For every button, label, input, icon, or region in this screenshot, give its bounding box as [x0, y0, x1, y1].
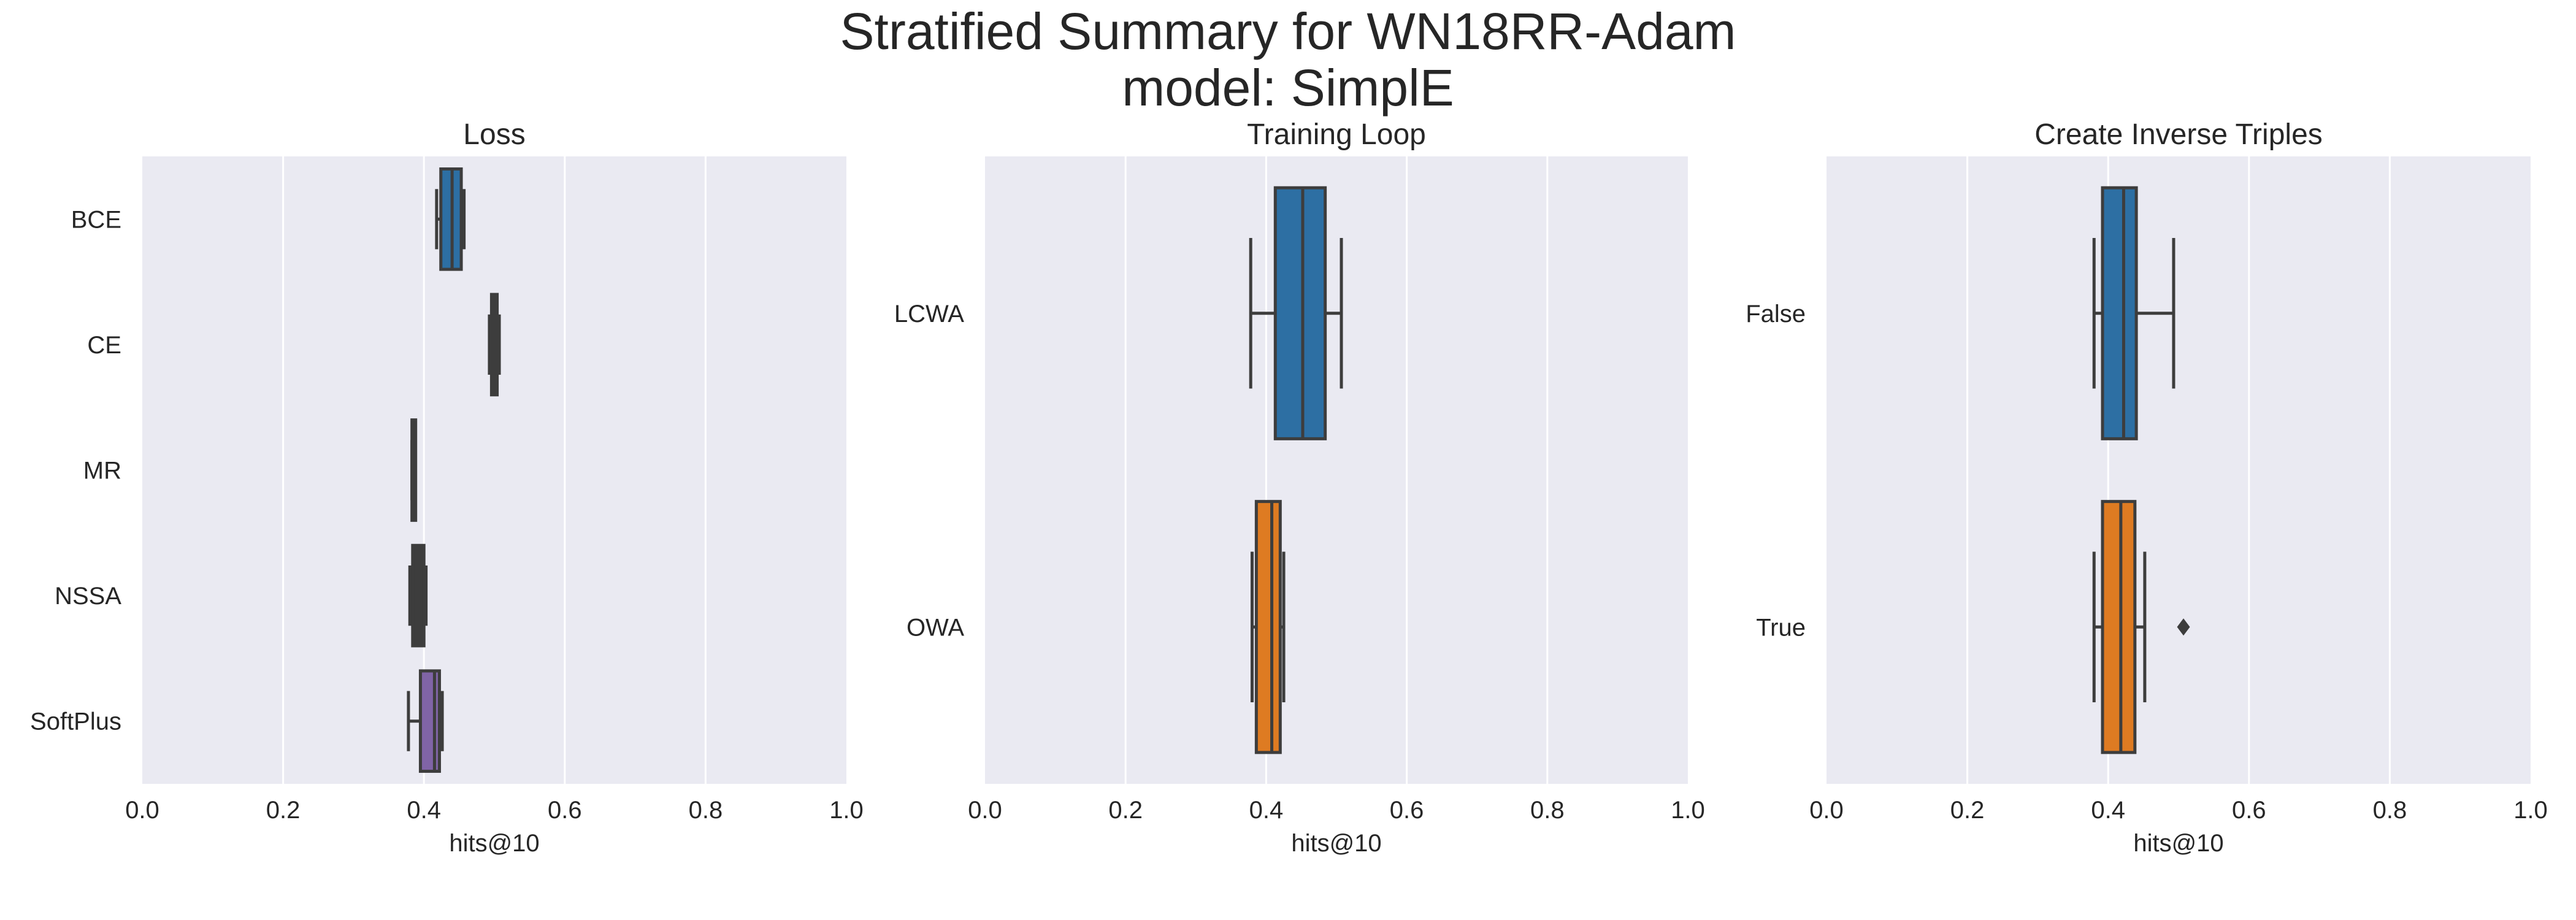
y-tick-label: False [1746, 301, 1806, 328]
x-tick-label: 1.0 [2513, 797, 2548, 824]
y-tick-label: True [1756, 614, 1806, 641]
box-body [418, 669, 441, 773]
outlier-point [2177, 618, 2190, 636]
box-SoftPlus: SoftPlus [30, 669, 444, 773]
y-tick-label: MR [83, 458, 121, 485]
subplot-3: 0.0 0.2 0.4 0.6 0.8 1.0 Create Inverse Triples… [1746, 118, 2548, 857]
x-tick-label: 0.0 [968, 797, 1002, 824]
x-tick-label: 0.8 [1530, 797, 1565, 824]
subplot-title: Training Loop [1247, 118, 1426, 151]
subplot-title: Loss [463, 118, 525, 151]
x-tick-label: 0.8 [689, 797, 723, 824]
box-LCWA: LCWA [894, 186, 1343, 440]
box-CE: CE [87, 293, 501, 397]
plot-area [142, 156, 846, 784]
box-BCE: BCE [71, 167, 466, 271]
plot-area [1827, 156, 2531, 784]
x-tick-label: 0.6 [2232, 797, 2266, 824]
x-tick-label: 0.0 [125, 797, 159, 824]
x-tick-label: 0.2 [1108, 797, 1143, 824]
x-tick-label: 0.8 [2373, 797, 2407, 824]
box-OWA: OWA [907, 500, 1286, 754]
x-tick-label: 0.4 [1249, 797, 1284, 824]
figure-title-line-2: model: SimplE [1122, 59, 1454, 117]
x-axis-label: hits@10 [2133, 830, 2223, 857]
y-tick-label: OWA [907, 614, 964, 641]
subplot-panels: 0.0 0.2 0.4 0.6 0.8 1.0 Loss hits@10 BCE CE MR NSSA… [30, 118, 2548, 857]
y-tick-label: SoftPlus [30, 708, 121, 735]
box-body [2101, 186, 2138, 440]
subplot-1: 0.0 0.2 0.4 0.6 0.8 1.0 Loss hits@10 BCE CE MR NSSA… [30, 118, 864, 857]
x-tick-label: 0.6 [1390, 797, 1424, 824]
box-body [2101, 500, 2137, 754]
subplot-2: 0.0 0.2 0.4 0.6 0.8 1.0 Training Loop hits@10 LC… [894, 118, 1705, 857]
box-body [1273, 186, 1327, 440]
x-axis-label: hits@10 [449, 830, 539, 857]
box-MR: MR [83, 418, 418, 522]
x-tick-label: 0.4 [2091, 797, 2125, 824]
box-False: False [1746, 186, 2175, 440]
x-tick-label: 0.4 [407, 797, 441, 824]
plot-area [985, 156, 1688, 784]
y-tick-label: NSSA [55, 583, 121, 610]
y-tick-label: BCE [71, 206, 121, 233]
x-tick-label: 0.2 [266, 797, 301, 824]
box-True: True [1756, 500, 2190, 754]
x-tick-label: 0.2 [1950, 797, 1985, 824]
x-tick-label: 0.6 [548, 797, 582, 824]
figure-title-line-1: Stratified Summary for WN18RR-Adam [840, 2, 1736, 60]
subplot-title: Create Inverse Triples [2034, 118, 2323, 151]
y-tick-label: LCWA [894, 301, 964, 328]
box-NSSA: NSSA [55, 543, 428, 648]
box-body [1254, 500, 1282, 754]
x-tick-label: 0.0 [1809, 797, 1844, 824]
x-tick-label: 1.0 [829, 797, 864, 824]
y-tick-label: CE [87, 332, 121, 359]
x-tick-label: 1.0 [1671, 797, 1705, 824]
x-axis-label: hits@10 [1291, 830, 1381, 857]
